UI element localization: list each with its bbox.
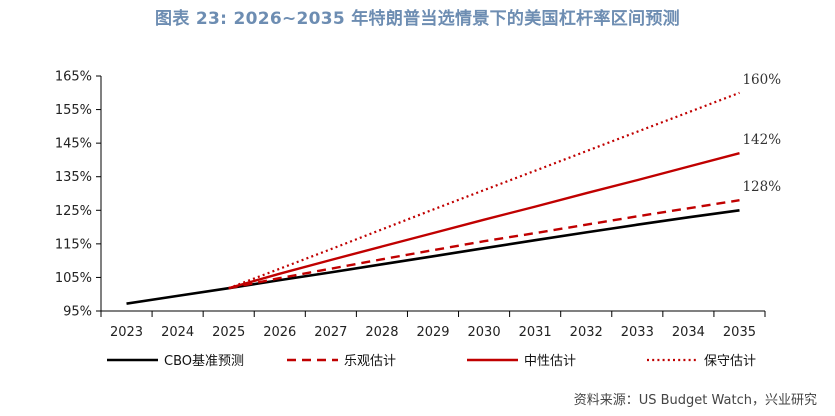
x-tick-label: 2035 <box>723 325 756 340</box>
chart-title: 图表 23: 2026~2035 年特朗普当选情景下的美国杠杆率区间预测 <box>155 9 680 29</box>
legend-label-optimistic: 乐观估计 <box>344 354 396 369</box>
y-tick-label: 105% <box>55 271 92 286</box>
series-line-cbo <box>126 209 740 305</box>
series-line-conservative <box>228 91 740 290</box>
y-tick-label: 115% <box>55 237 92 252</box>
x-tick-label: 2023 <box>110 325 143 340</box>
end-labels: 160% 142% 128% <box>742 72 781 195</box>
y-tick-labels: 95% 105% 115% 125% 135% 145% 155% 165% <box>55 70 92 320</box>
legend: CBO基准预测 乐观估计 中性估计 保守估计 <box>107 354 756 369</box>
source-note: 资料来源：US Budget Watch，兴业研究 <box>573 393 817 408</box>
end-label: 160% <box>742 72 781 88</box>
end-label: 142% <box>742 132 781 148</box>
x-tick-label: 2025 <box>212 325 245 340</box>
y-tick-label: 165% <box>55 70 92 85</box>
y-tick-label: 145% <box>55 137 92 152</box>
y-tick-label: 95% <box>63 305 92 320</box>
y-tick-label: 135% <box>55 170 92 185</box>
y-tick-label: 125% <box>55 204 92 219</box>
x-tick-label: 2032 <box>570 325 603 340</box>
x-tick-label: 2026 <box>263 325 296 340</box>
x-tick-label: 2030 <box>468 325 501 340</box>
axes <box>96 75 766 317</box>
x-tick-label: 2029 <box>416 325 449 340</box>
x-tick-label: 2034 <box>672 325 705 340</box>
series-lines <box>126 91 740 305</box>
x-tick-label: 2031 <box>519 325 552 340</box>
x-tick-labels: 2023 2024 2025 2026 2027 2028 2029 2030 2031 2032… <box>110 325 756 340</box>
end-label: 128% <box>742 179 781 195</box>
x-tick-label: 2033 <box>621 325 654 340</box>
x-tick-label: 2028 <box>365 325 398 340</box>
x-tick-label: 2027 <box>314 325 347 340</box>
legend-label-conservative: 保守估计 <box>704 354 756 369</box>
legend-label-neutral: 中性估计 <box>524 354 576 369</box>
series-line-neutral <box>228 152 740 290</box>
y-tick-label: 155% <box>55 103 92 118</box>
legend-label-cbo: CBO基准预测 <box>164 354 244 369</box>
series-line-optimistic <box>228 199 740 290</box>
x-tick-label: 2024 <box>161 325 194 340</box>
